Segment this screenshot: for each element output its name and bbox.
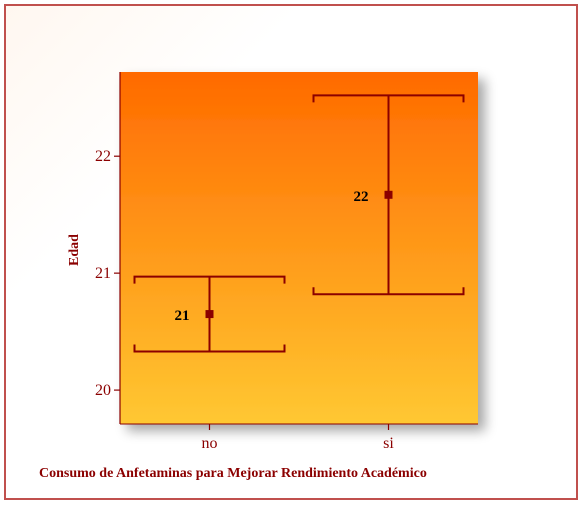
y-tick-label: 20: [95, 382, 111, 399]
y-tick-label: 21: [95, 265, 111, 282]
data-label: 22: [354, 189, 369, 205]
errorbar-upper-cap: [312, 94, 465, 103]
errorbar-upper-cap: [133, 275, 286, 284]
mean-marker: [384, 190, 393, 199]
x-tick-label: si: [383, 435, 394, 452]
chart-frame: 20 21 22 no si 21 22 Edad Consumo de Anfetami…: [4, 4, 578, 500]
errorbar-si: 22: [312, 94, 465, 296]
y-tick-label: 22: [95, 148, 111, 165]
mean-marker: [205, 310, 214, 319]
data-label: 21: [175, 308, 190, 324]
x-axis-title: Consumo de Anfetaminas para Mejorar Rend…: [39, 466, 427, 481]
errorbar-chart: 20 21 22 no si 21 22 Edad Consumo de Anfetami…: [39, 72, 478, 481]
y-axis-title: Edad: [67, 234, 82, 266]
x-tick-label: no: [202, 435, 218, 452]
errorbar-lower-cap: [133, 344, 286, 353]
errorbar-no: 21: [133, 275, 286, 353]
plot-area: [120, 72, 478, 424]
errorbar-lower-cap: [312, 287, 465, 296]
